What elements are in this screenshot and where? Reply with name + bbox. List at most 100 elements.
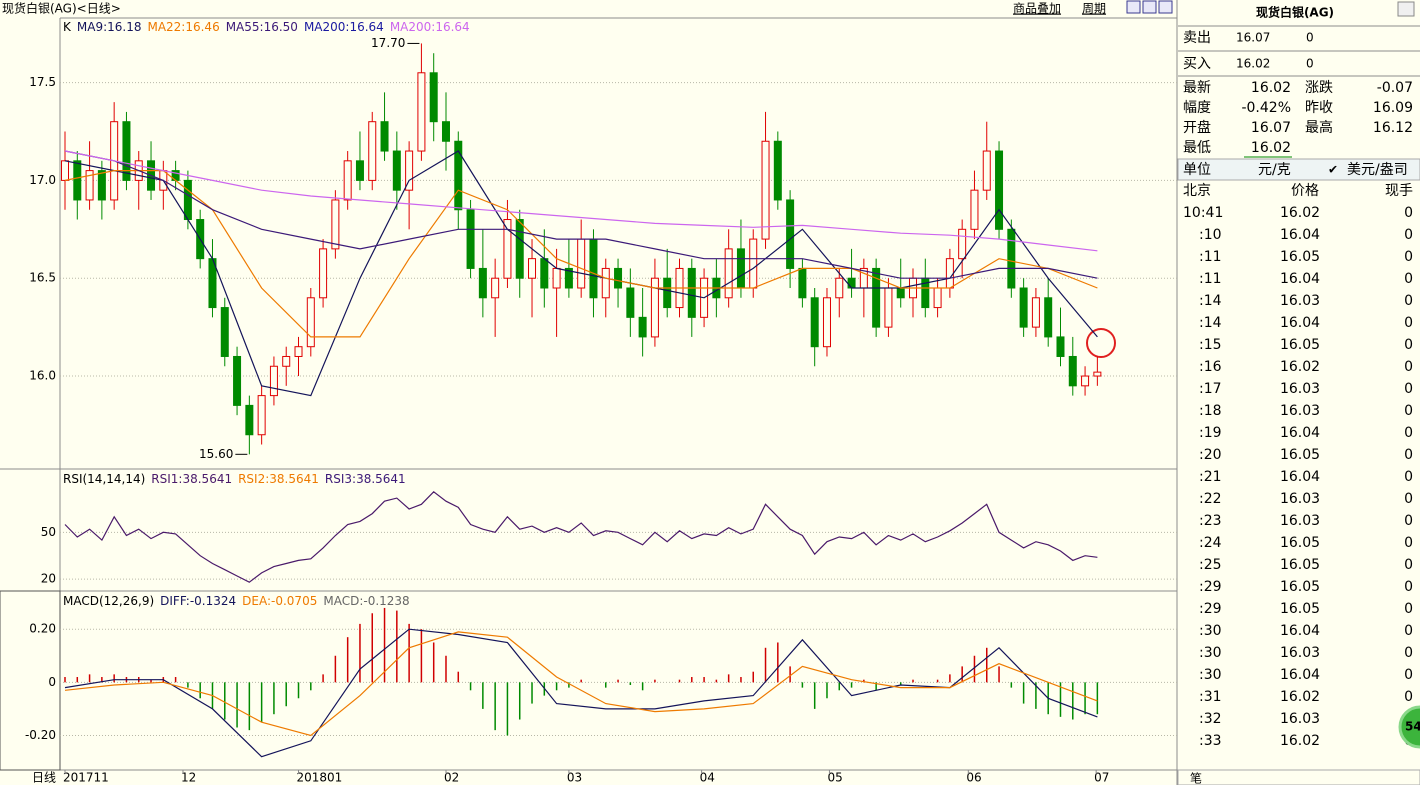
- tick-volume: 0: [1404, 403, 1413, 419]
- legend-entry: K: [63, 20, 72, 34]
- candle-body: [515, 219, 524, 279]
- candle-body: [835, 277, 844, 299]
- legend-entry: MA9:16.18: [77, 20, 142, 34]
- buy-label: 买入: [1183, 56, 1211, 72]
- stat-value: 16.12: [1373, 120, 1413, 136]
- legend-entry: RSI(14,14,14): [63, 472, 145, 486]
- y-tick-label: 16.5: [29, 271, 56, 285]
- tick-price: 16.05: [1280, 249, 1320, 265]
- candle-body: [773, 140, 782, 201]
- selected-panel-frame: [0, 590, 61, 771]
- candle-body: [749, 238, 758, 289]
- legend-entry: RSI3:38.5641: [325, 472, 406, 486]
- stat-value: 16.02: [1251, 140, 1291, 156]
- legend: RSI(14,14,14) RSI1:38.5641 RSI2:38.5641 RSI…: [63, 472, 406, 486]
- line-series: [64, 150, 1098, 279]
- candle-body: [847, 277, 856, 289]
- tick-time: :23: [1199, 513, 1222, 529]
- unit-option[interactable]: 元/克: [1258, 162, 1291, 178]
- candle-body: [429, 72, 438, 123]
- candle-body: [687, 267, 696, 318]
- highlight-circle: [1086, 328, 1116, 358]
- tick-volume: 0: [1404, 447, 1413, 463]
- stat-value: 16.07: [1251, 120, 1291, 136]
- candle-body: [1068, 355, 1077, 387]
- icon-zoom[interactable]: [1158, 0, 1173, 14]
- tick-volume: 0: [1404, 381, 1413, 397]
- tick-time: :32: [1199, 711, 1222, 727]
- legend-entry: MACD(12,26,9): [63, 594, 154, 608]
- legend-entry: MA200:16.64: [390, 20, 470, 34]
- tick-volume: 0: [1404, 667, 1413, 683]
- badge-text: 54: [1405, 720, 1420, 734]
- tick-time: :10: [1199, 227, 1222, 243]
- stat-value: 16.09: [1373, 100, 1413, 116]
- tick-volume: 0: [1404, 425, 1413, 441]
- candle-body: [306, 297, 315, 348]
- candle-body: [810, 297, 819, 348]
- candle-body: [441, 121, 450, 142]
- legend-entry: MA55:16.50: [226, 20, 298, 34]
- tick-volume: 0: [1404, 513, 1413, 529]
- candle-body: [1081, 375, 1090, 387]
- legend-entry: RSI2:38.5641: [238, 472, 319, 486]
- candle-body: [663, 277, 672, 309]
- x-tick-label: 04: [700, 771, 715, 785]
- tick-time: :15: [1199, 337, 1222, 353]
- stat-label: 涨跌: [1305, 80, 1333, 96]
- overlay-link[interactable]: 商品叠加: [1013, 1, 1061, 16]
- candle-body: [319, 248, 328, 299]
- tick-price: 16.02: [1280, 689, 1320, 705]
- candle-body: [220, 307, 229, 357]
- sell-price: 16.07: [1236, 31, 1270, 45]
- stat-label: 最低: [1183, 140, 1211, 156]
- legend-entry: DIFF:-0.1324: [160, 594, 236, 608]
- tick-price: 16.03: [1280, 711, 1320, 727]
- candle-body: [601, 267, 610, 299]
- tick-volume: 0: [1404, 249, 1413, 265]
- icon-right[interactable]: [1142, 0, 1157, 14]
- quote-panel: 现货白银(AG) ✔ 卖出 16.07 0 买入 16.02 0 最新 16.02 涨跌 -0.0…: [1177, 0, 1420, 785]
- line-series: [64, 491, 1098, 583]
- candle-body: [1056, 336, 1065, 357]
- candle-body: [331, 199, 340, 250]
- tick-volume: 0: [1404, 689, 1413, 705]
- window-title: 现货白银(AG)<日线>: [2, 1, 121, 16]
- tick-volume: 0: [1404, 535, 1413, 551]
- tick-time: :14: [1199, 315, 1222, 331]
- candle-body: [368, 121, 377, 181]
- ticks-header: 北京: [1183, 183, 1211, 199]
- icon-left[interactable]: [1126, 0, 1141, 14]
- candle-body: [589, 238, 598, 299]
- stat-label: 昨收: [1305, 100, 1333, 116]
- y-tick-label: 50: [41, 525, 56, 539]
- x-tick-label: 03: [567, 771, 582, 785]
- candle-body: [872, 267, 881, 328]
- tick-time: :30: [1199, 623, 1222, 639]
- tick-time: :16: [1199, 359, 1222, 375]
- candle-body: [245, 404, 254, 436]
- candle-body: [995, 150, 1004, 230]
- ticks-header: 价格: [1291, 183, 1319, 199]
- unit-option[interactable]: 美元/盎司: [1347, 162, 1408, 178]
- footer-bar: [1177, 769, 1420, 785]
- period-link[interactable]: 周期: [1082, 2, 1106, 16]
- tick-price: 16.04: [1280, 469, 1320, 485]
- tick-time: :22: [1199, 491, 1222, 507]
- candle-body: [61, 160, 69, 181]
- toolbar-icons[interactable]: [1126, 0, 1173, 14]
- badge[interactable]: [1398, 705, 1420, 749]
- y-tick-label: -0.20: [25, 728, 56, 742]
- candle-body: [97, 170, 106, 201]
- candle-body: [183, 179, 192, 221]
- candle-body: [380, 121, 389, 152]
- candle-body: [626, 287, 635, 318]
- line-series: [64, 150, 1098, 397]
- x-tick-label: 201801: [297, 771, 343, 785]
- annotation: 17.70: [371, 36, 405, 50]
- close-button[interactable]: [1397, 1, 1415, 17]
- tick-price: 16.02: [1280, 733, 1320, 749]
- candle-body: [503, 219, 512, 279]
- y-tick-label: 0: [48, 675, 56, 689]
- candle-body: [491, 277, 500, 299]
